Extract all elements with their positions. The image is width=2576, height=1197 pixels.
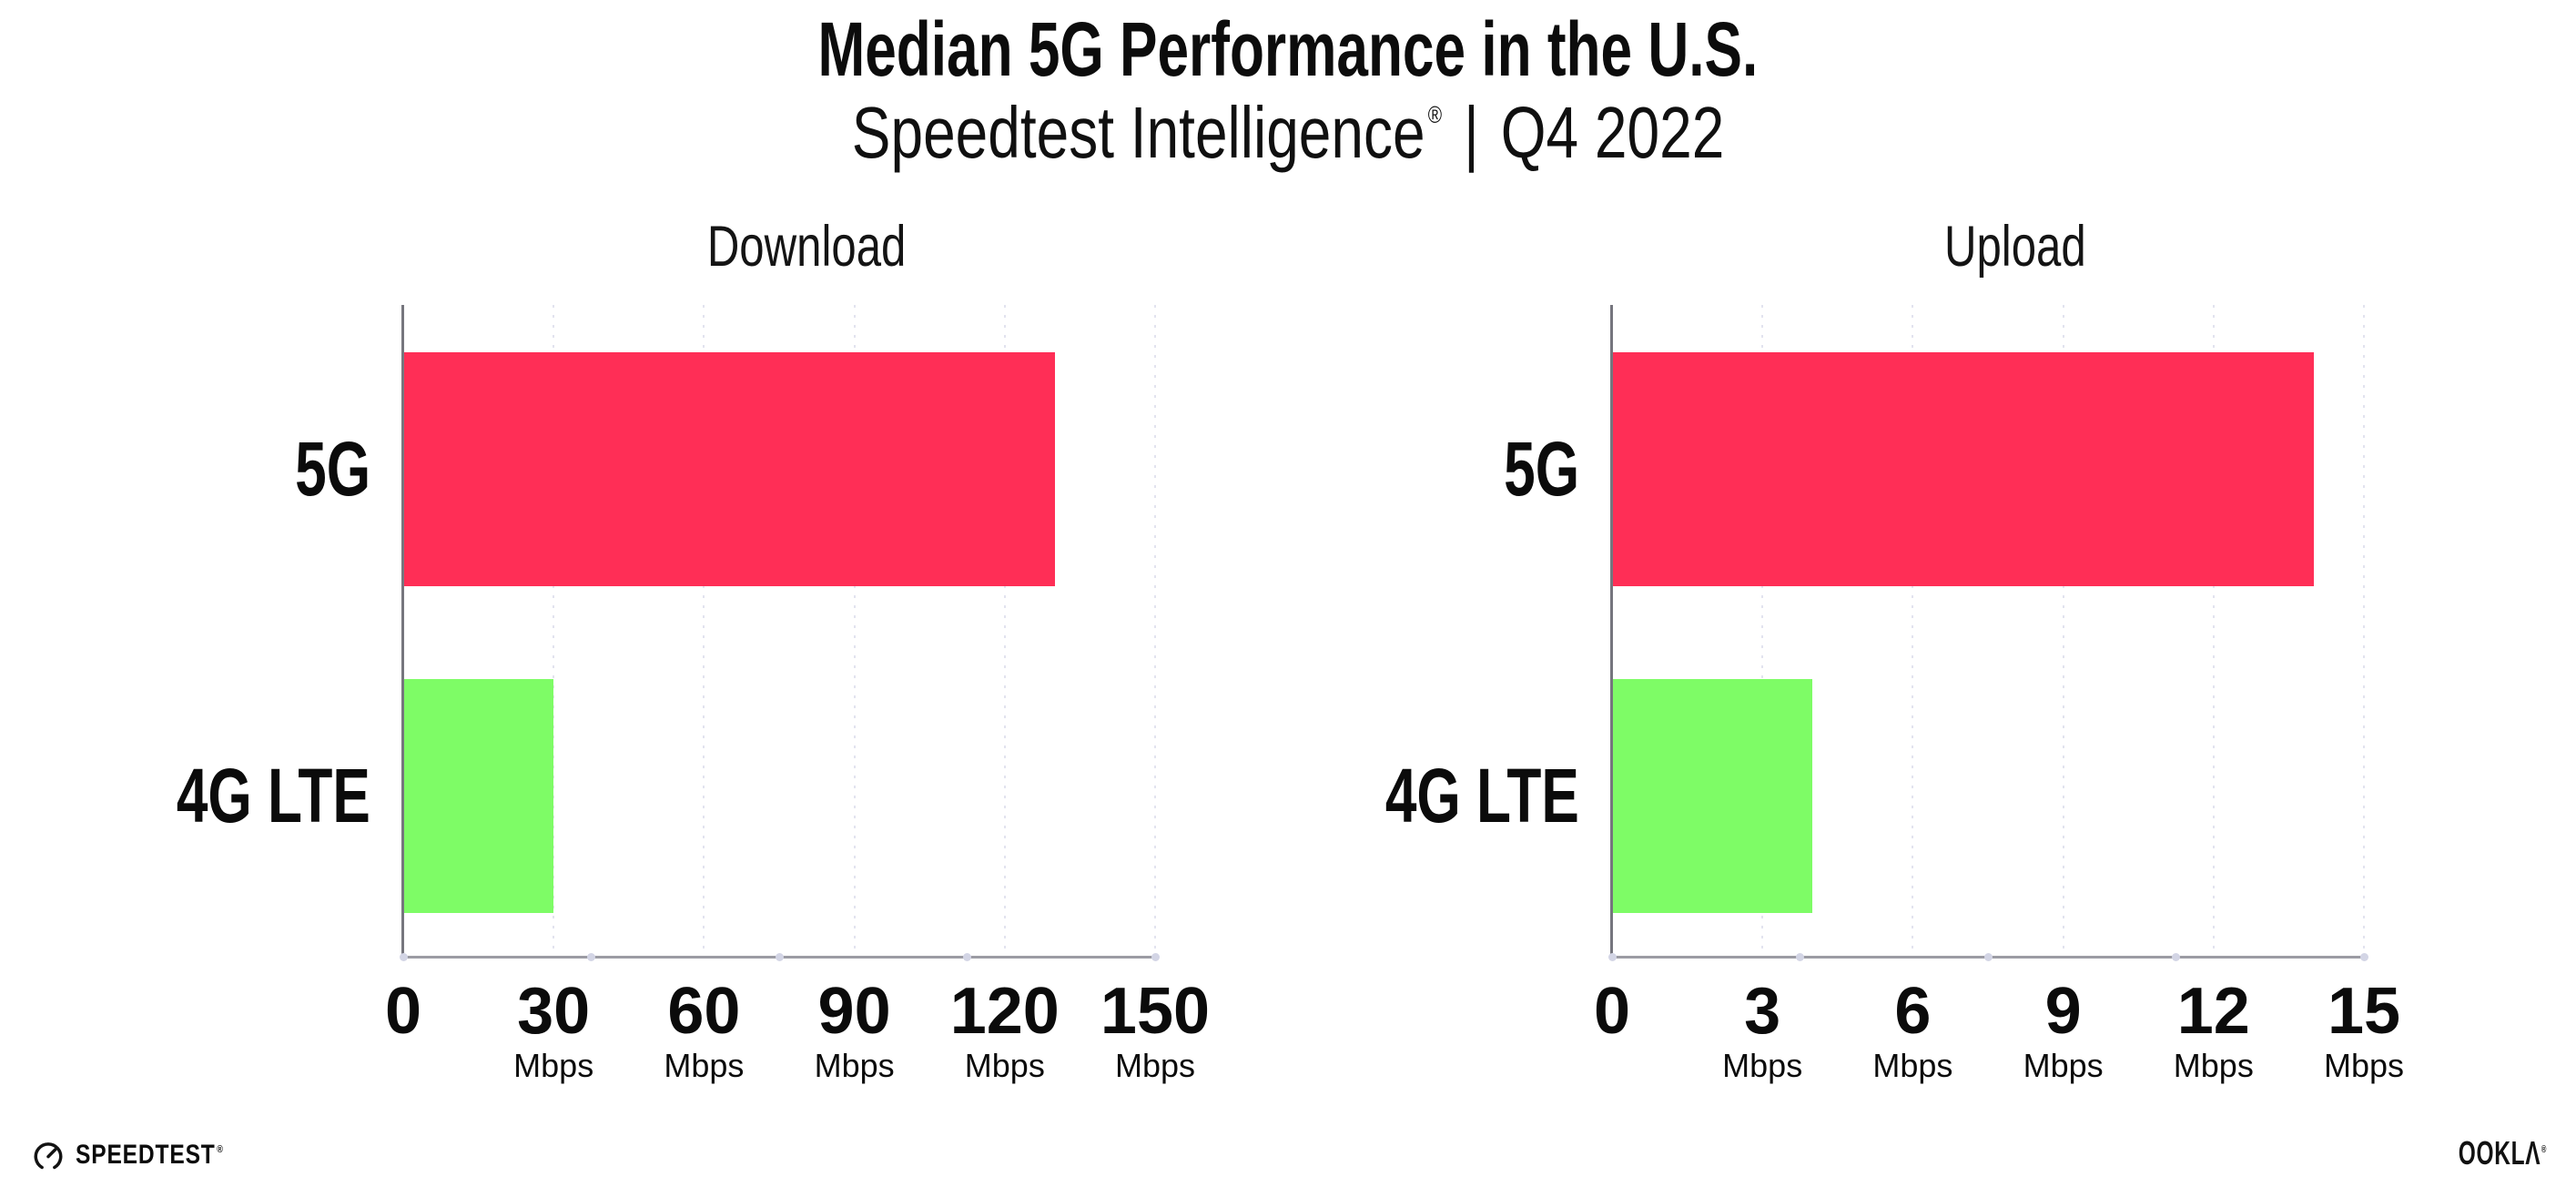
tick-unit-120: Mbps [964, 1047, 1045, 1084]
speedtest-text: SPEEDTEST [76, 1140, 216, 1170]
tick-unit-12: Mbps [2173, 1047, 2254, 1084]
category-label-5g: 5G [39, 352, 370, 586]
tick-number-3: 3 [1744, 975, 1781, 1048]
tick-number-60: 60 [667, 975, 741, 1048]
tick-unit-90: Mbps [814, 1047, 895, 1084]
gridline-6 [1912, 305, 1914, 957]
download-chart-title: Download [488, 218, 1125, 276]
gridline-120 [1003, 305, 1006, 957]
bar-4g-lte [1612, 679, 1813, 913]
axis-quarter-dot [775, 953, 784, 961]
tick-number-90: 90 [817, 975, 891, 1048]
bar-4g-lte [403, 679, 554, 913]
speedtest-logo: SPEEDTEST ® [31, 1137, 255, 1173]
figure-title-text: Median 5G Performance in the U.S. [817, 6, 1759, 92]
tick-unit-6: Mbps [1872, 1047, 1953, 1084]
bar-5g [403, 352, 1055, 586]
subtitle-separator: | [1464, 92, 1479, 173]
upload-chart-title: Upload [1697, 218, 2334, 276]
gridline-3 [1761, 305, 1764, 957]
tick-unit-60: Mbps [664, 1047, 745, 1084]
gridline-12 [2212, 305, 2215, 957]
axis-quarter-dot [1983, 953, 1993, 961]
figure-subtitle: Speedtest Intelligence ® | Q4 2022 [0, 92, 2576, 174]
category-label-text-5g: 5G [1504, 426, 1579, 512]
tick-unit-3: Mbps [1722, 1047, 1803, 1084]
tick-number-0: 0 [1593, 975, 1631, 1048]
gridline-90 [853, 305, 856, 957]
gridline-9 [2062, 305, 2064, 957]
axis-quarter-dot [1151, 953, 1160, 961]
ookla-wordmark: OOKLΛ® [2459, 1137, 2547, 1170]
gridline-30 [553, 305, 555, 957]
category-label-5g: 5G [1248, 352, 1579, 586]
axis-quarter-dot [2359, 953, 2368, 961]
y-axis [401, 305, 404, 960]
y-axis [1610, 305, 1613, 960]
category-label-text-4g-lte: 4G LTE [177, 753, 370, 838]
ookla-text: OOKLΛ [2458, 1134, 2541, 1172]
tick-unit-30: Mbps [513, 1047, 594, 1084]
axis-quarter-dot [963, 953, 971, 961]
gridline-60 [703, 305, 705, 957]
figure-title: Median 5G Performance in the U.S. [0, 8, 2576, 91]
tick-unit-150: Mbps [1114, 1047, 1196, 1084]
axis-quarter-dot [399, 953, 408, 961]
tick-number-6: 6 [1894, 975, 1932, 1048]
figure-subtitle-text: Speedtest Intelligence ® | Q4 2022 [852, 92, 1724, 174]
tick-number-150: 150 [1100, 975, 1211, 1048]
subtitle-brand: Speedtest Intelligence [851, 92, 1425, 173]
speedtest-gauge-icon [34, 1142, 63, 1170]
gridline-150 [1154, 305, 1156, 957]
axis-quarter-dot [2172, 953, 2180, 961]
tick-number-12: 12 [2176, 975, 2250, 1048]
bar-5g [1612, 352, 2314, 586]
subtitle-period: Q4 2022 [1500, 92, 1725, 173]
tick-number-120: 120 [949, 975, 1060, 1048]
tick-number-9: 9 [2044, 975, 2082, 1048]
tick-number-30: 30 [517, 975, 591, 1048]
speedtest-registered-mark: ® [217, 1144, 223, 1155]
registered-trademark-mark: ® [1427, 101, 1443, 128]
category-label-text-5g: 5G [295, 426, 370, 512]
ookla-registered-mark: ® [2541, 1144, 2547, 1155]
axis-quarter-dot [1607, 953, 1617, 961]
axis-quarter-dot [587, 953, 595, 961]
tick-unit-9: Mbps [2023, 1047, 2104, 1084]
category-label-4g-lte: 4G LTE [39, 679, 370, 913]
download-chart: Download 0 30 Mbps 60 Mbps 90 Mbps 120 Mbps 150 Mb… [177, 218, 1210, 1082]
upload-chart-title-text: Upload [1944, 215, 2086, 279]
tick-number-15: 15 [2327, 975, 2401, 1048]
download-chart-title-text: Download [706, 215, 907, 279]
category-label-text-4g-lte: 4G LTE [1385, 753, 1579, 838]
upload-chart: Upload 0 3 Mbps 6 Mbps 9 Mbps 12 Mbps 15 Mbps 5G 4G … [1385, 218, 2404, 1082]
ookla-logo: OOKLΛ® [2417, 1135, 2547, 1172]
tick-unit-15: Mbps [2323, 1047, 2405, 1084]
category-label-4g-lte: 4G LTE [1248, 679, 1579, 913]
gridline-15 [2363, 305, 2365, 957]
speedtest-wordmark-text: SPEEDTEST ® [76, 1141, 223, 1169]
speedtest-wordmark: SPEEDTEST ® [76, 1141, 255, 1169]
axis-quarter-dot [1796, 953, 1804, 961]
tick-number-0: 0 [384, 975, 422, 1048]
